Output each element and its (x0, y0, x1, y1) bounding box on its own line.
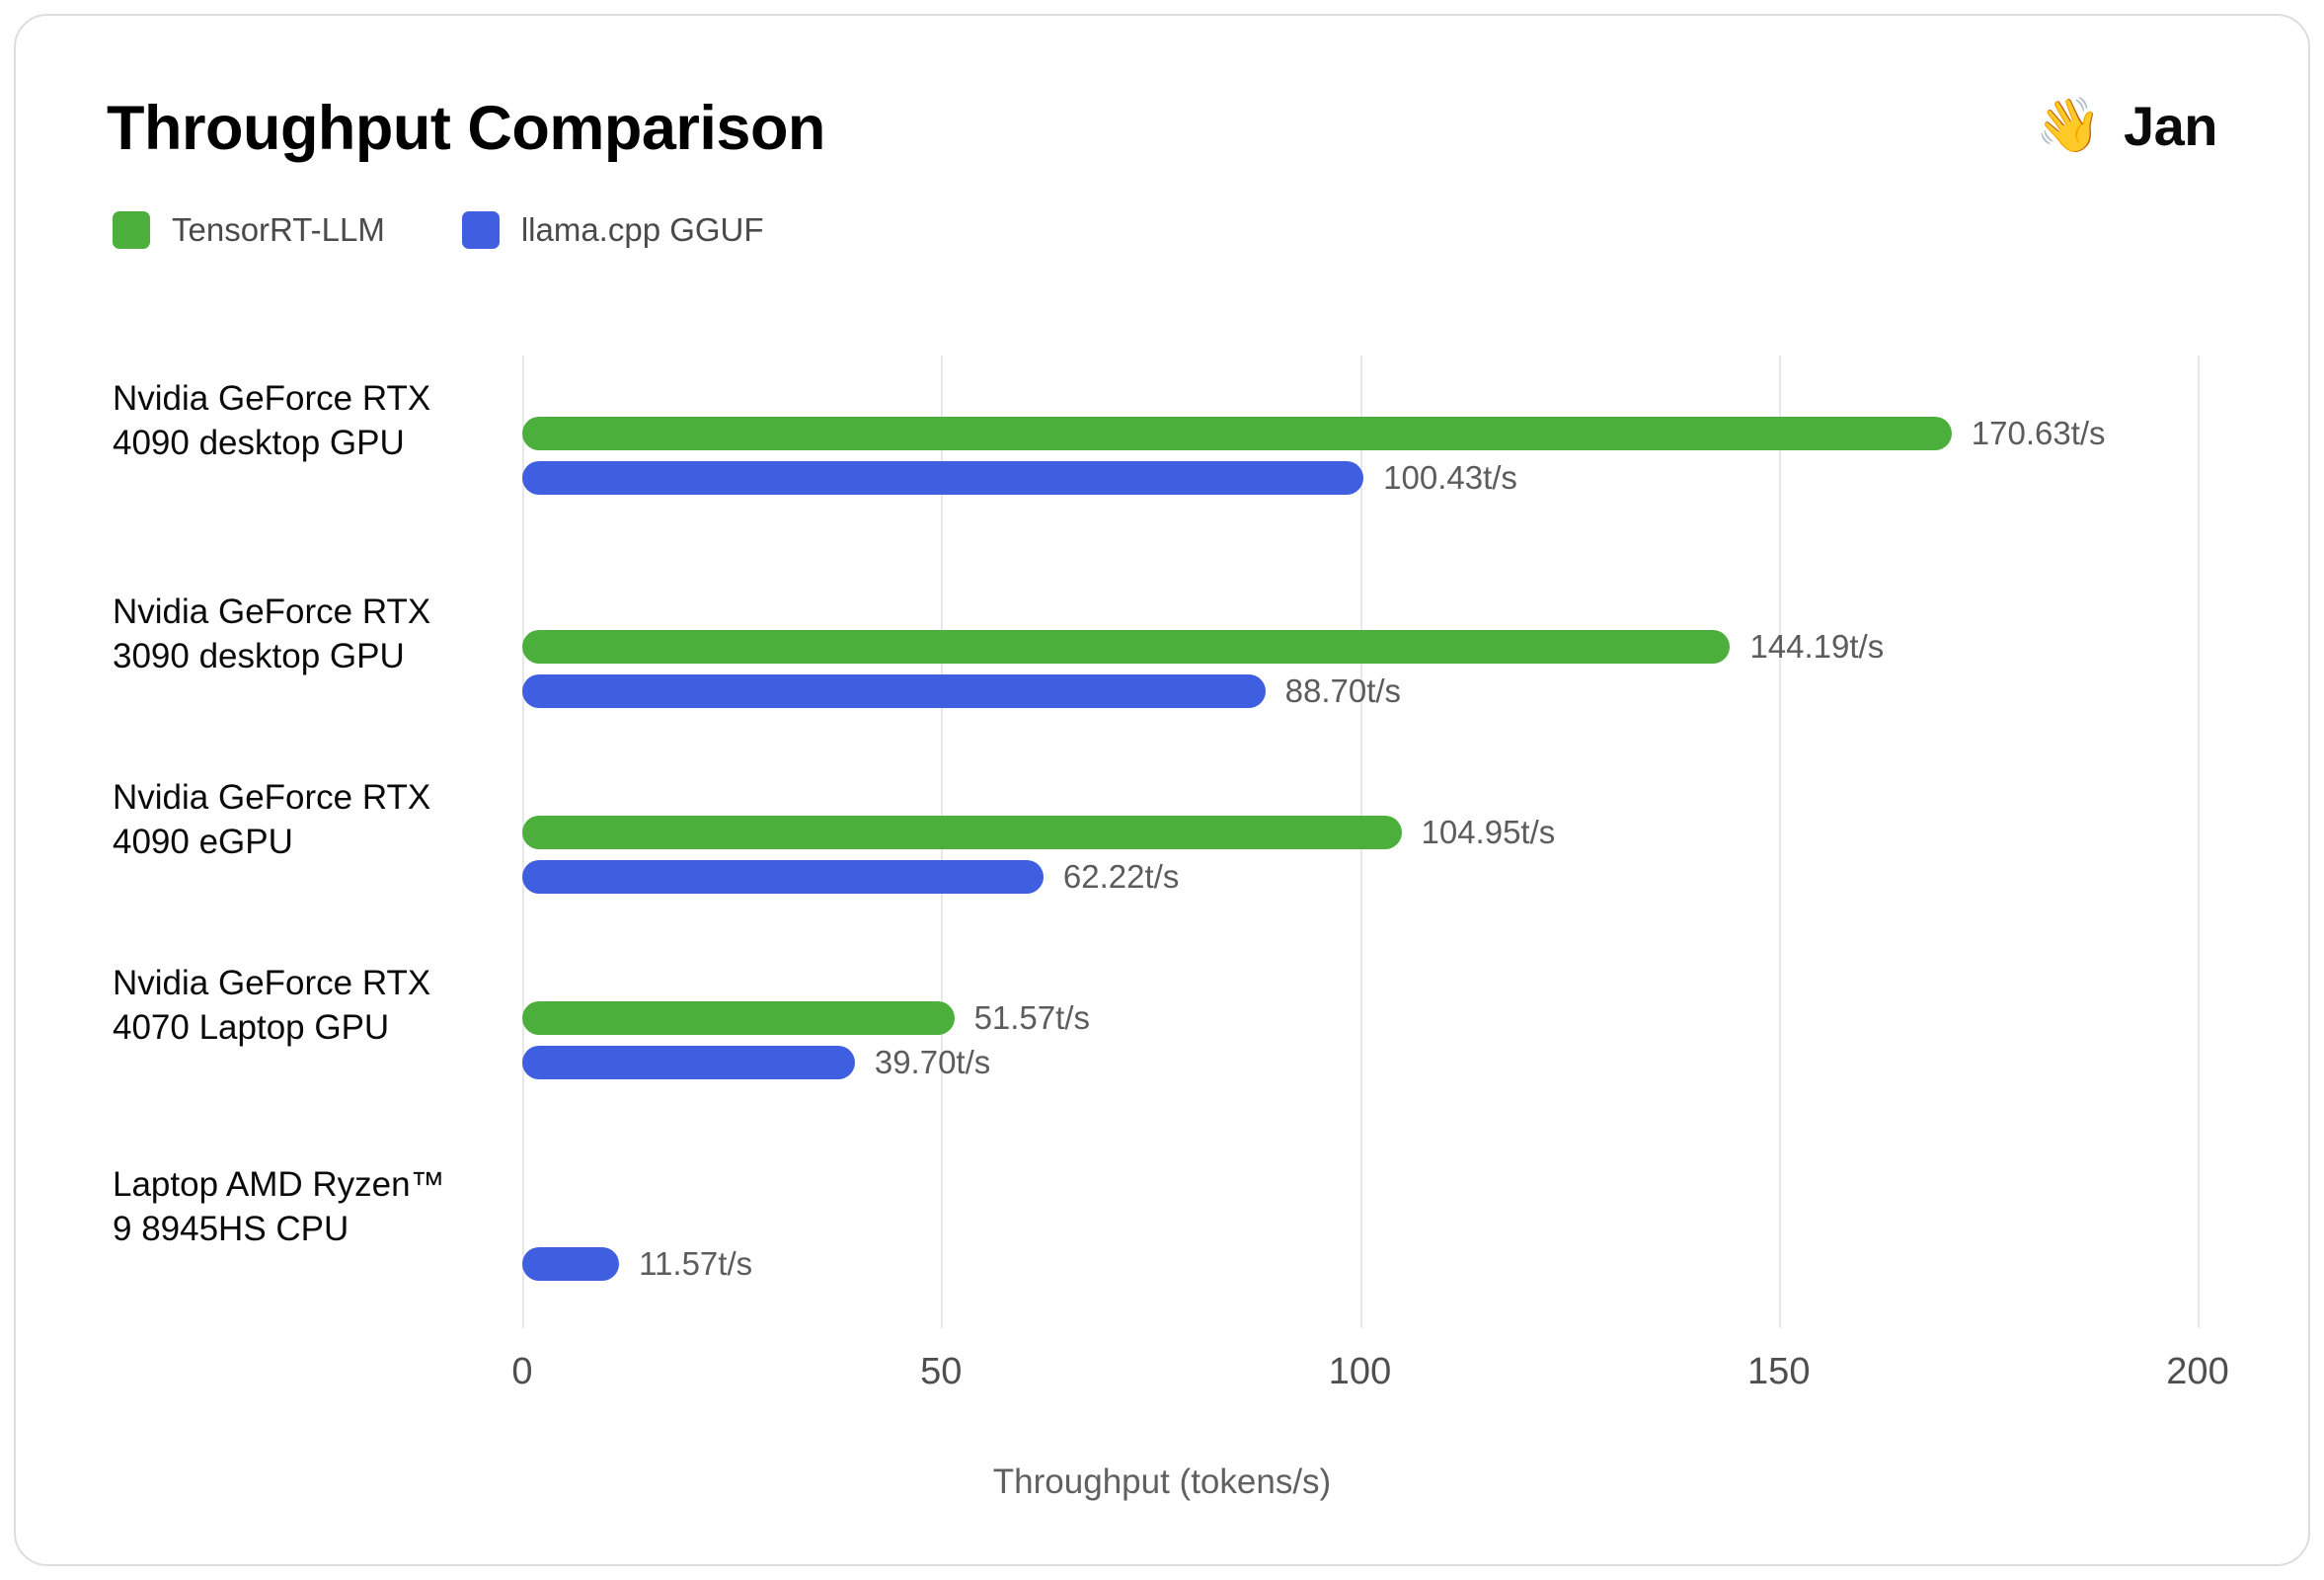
legend-swatch-icon (113, 211, 150, 249)
x-tick-label: 200 (2166, 1351, 2229, 1392)
chart-legend: TensorRT-LLM llama.cpp GGUF (113, 211, 764, 249)
category-label-line: Nvidia GeForce RTX (113, 592, 431, 631)
category-label-line: 4090 eGPU (113, 823, 293, 861)
bar-llamacpp[interactable] (522, 1247, 620, 1281)
bar-value-label: 11.57t/s (639, 1245, 753, 1282)
category-label-line: Laptop AMD Ryzen™ (113, 1165, 445, 1204)
category-label-line: 4070 Laptop GPU (113, 1008, 390, 1047)
gridline (522, 356, 524, 1328)
bar-value-label: 88.70t/s (1284, 672, 1402, 709)
bar-tensorrt[interactable] (522, 1001, 955, 1035)
legend-swatch-icon (461, 211, 500, 249)
bar-value-label: 170.63t/s (1971, 415, 2106, 451)
legend-item-tensorrt[interactable]: TensorRT-LLM (113, 211, 385, 249)
brand-name: Jan (2124, 94, 2218, 157)
bar-value-label: 39.70t/s (874, 1044, 991, 1080)
legend-item-llamacpp[interactable]: llama.cpp GGUF (461, 211, 764, 249)
gridline (2198, 356, 2200, 1328)
bar-group-row: 100.43t/s (522, 459, 2198, 496)
bar-llamacpp[interactable] (522, 674, 1266, 708)
bar-group-row: 39.70t/s (522, 1044, 2198, 1080)
category-label-line: 9 8945HS CPU (113, 1210, 349, 1248)
bar-value-label: 100.43t/s (1383, 459, 1517, 496)
category-label: Nvidia GeForce RTX 3090 desktop GPU (113, 590, 507, 678)
bar-llamacpp[interactable] (522, 1046, 855, 1079)
bar-tensorrt[interactable] (522, 816, 1402, 849)
category-label-line: 4090 desktop GPU (113, 424, 405, 462)
chart-card: Throughput Comparison 👋 Jan TensorRT-LLM… (14, 14, 2310, 1566)
x-tick-label: 50 (920, 1351, 963, 1392)
category-label: Nvidia GeForce RTX 4090 desktop GPU (113, 376, 507, 465)
bar-group-row: 11.57t/s (522, 1245, 2198, 1282)
page-title: Throughput Comparison (107, 94, 825, 163)
bar-tensorrt[interactable] (522, 630, 1731, 664)
waving-hand-icon: 👋 (2035, 96, 2102, 155)
gridline (1778, 356, 1781, 1328)
bar-group-row: 144.19t/s (522, 628, 2198, 665)
bar-value-label: 144.19t/s (1749, 628, 1885, 665)
x-tick-label: 150 (1747, 1351, 1811, 1392)
bar-value-label: 104.95t/s (1421, 814, 1556, 850)
bar-llamacpp[interactable] (522, 860, 1044, 894)
bar-llamacpp[interactable] (522, 461, 1364, 495)
x-axis-title: Throughput (tokens/s) (16, 1462, 2308, 1502)
x-tick-label: 0 (511, 1351, 533, 1392)
x-tick-label: 100 (1328, 1351, 1392, 1392)
category-label-line: 3090 desktop GPU (113, 637, 405, 675)
x-axis-title-text: Throughput (tokens/s) (992, 1462, 1332, 1501)
category-label: Nvidia GeForce RTX 4070 Laptop GPU (113, 961, 507, 1050)
bar-value-label: 51.57t/s (973, 999, 1090, 1036)
bar-tensorrt[interactable] (522, 417, 1952, 450)
category-label: Laptop AMD Ryzen™ 9 8945HS CPU (113, 1162, 507, 1251)
bar-group-row: 104.95t/s (522, 814, 2198, 850)
bar-group-row: 62.22t/s (522, 858, 2198, 895)
category-label-line: Nvidia GeForce RTX (113, 778, 431, 817)
brand-logo: 👋 Jan (2035, 93, 2218, 158)
bar-group-row: 51.57t/s (522, 999, 2198, 1036)
x-axis-ticks: 0 50 100 150 200 (511, 1351, 2228, 1410)
bar-group-row: 88.70t/s (522, 672, 2198, 709)
plot-area: 170.63t/s 100.43t/s 144.19t/s 88.70t/s 104.9… (522, 356, 2200, 1328)
bar-value-label: 62.22t/s (1062, 858, 1180, 895)
legend-label: llama.cpp GGUF (520, 211, 764, 248)
category-label-line: Nvidia GeForce RTX (113, 379, 431, 418)
bar-group-row: 170.63t/s (522, 415, 2198, 451)
chart-header: Throughput Comparison 👋 Jan (16, 16, 2308, 213)
category-label: Nvidia GeForce RTX 4090 eGPU (113, 775, 507, 864)
legend-label: TensorRT-LLM (172, 211, 385, 248)
category-label-line: Nvidia GeForce RTX (113, 964, 431, 1002)
